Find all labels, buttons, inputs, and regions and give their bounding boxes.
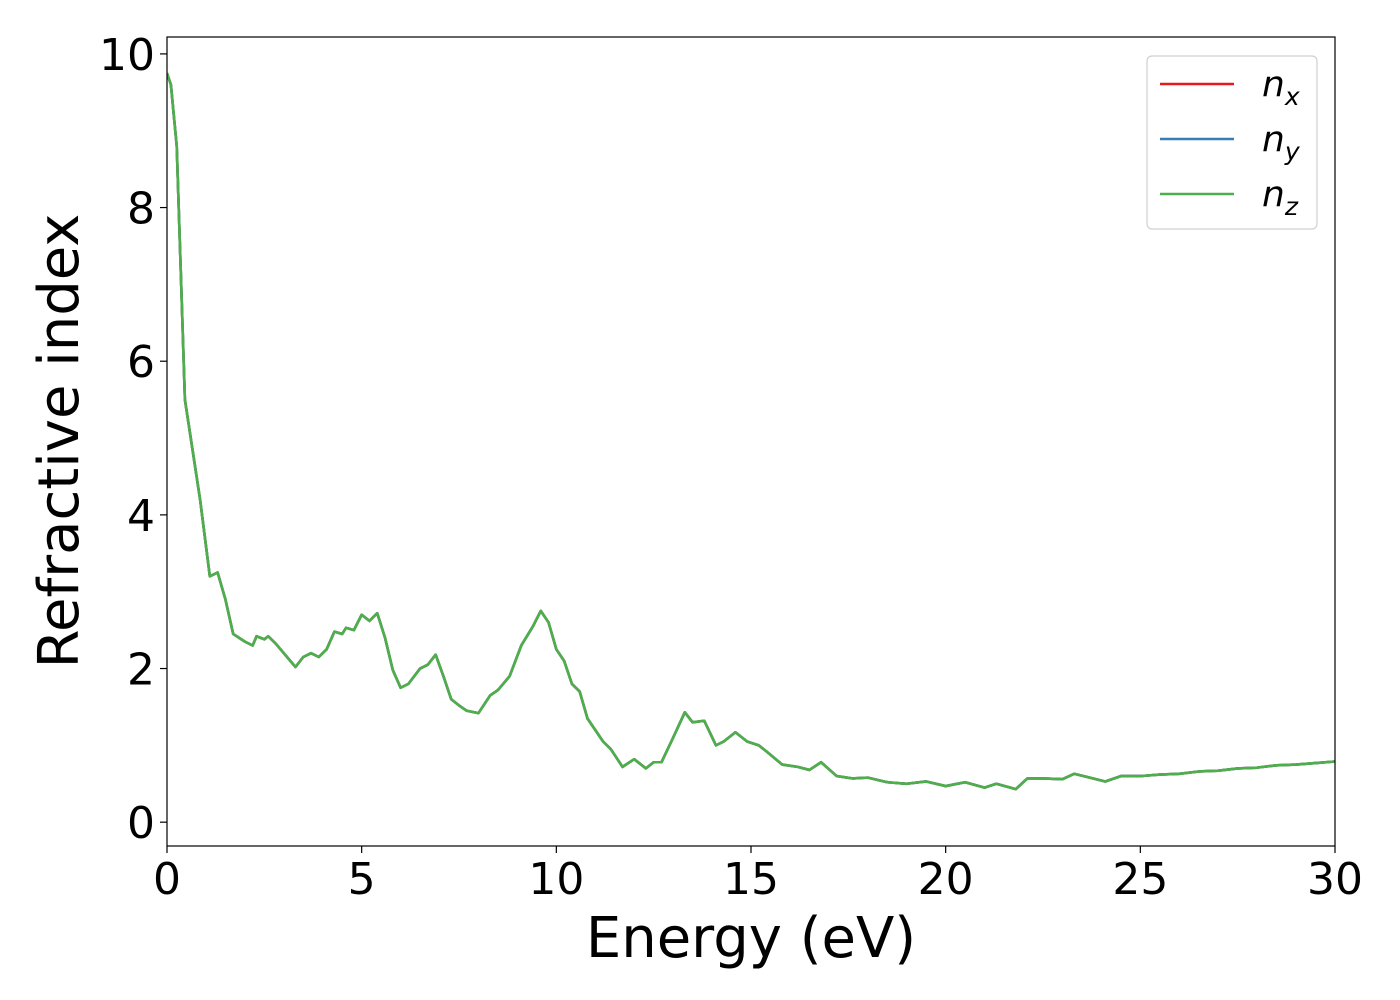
- legend-label: ny: [1262, 119, 1301, 166]
- x-tick-label: 15: [723, 854, 779, 905]
- x-tick-label: 5: [348, 854, 376, 905]
- legend-label: nz: [1262, 174, 1299, 221]
- x-tick-label: 10: [528, 854, 584, 905]
- x-tick-label: 0: [153, 854, 181, 905]
- y-tick-label: 6: [127, 337, 155, 388]
- legend-box: [1146, 55, 1318, 230]
- y-tick-label: 10: [99, 30, 155, 81]
- series-line: [167, 72, 1335, 791]
- x-tick-label: 30: [1307, 854, 1363, 905]
- x-tick-label: 25: [1112, 854, 1168, 905]
- y-tick-label: 4: [127, 491, 155, 542]
- y-tick-label: 2: [127, 645, 155, 696]
- legend-label: nx: [1262, 64, 1300, 111]
- y-tick-label: 8: [127, 184, 155, 235]
- x-tick-label: 20: [918, 854, 974, 905]
- x-axis-label: Energy (eV): [586, 906, 916, 971]
- y-tick-label: 0: [127, 798, 155, 849]
- y-axis-label: Refractive index: [27, 214, 92, 669]
- plot-frame: [166, 36, 1336, 847]
